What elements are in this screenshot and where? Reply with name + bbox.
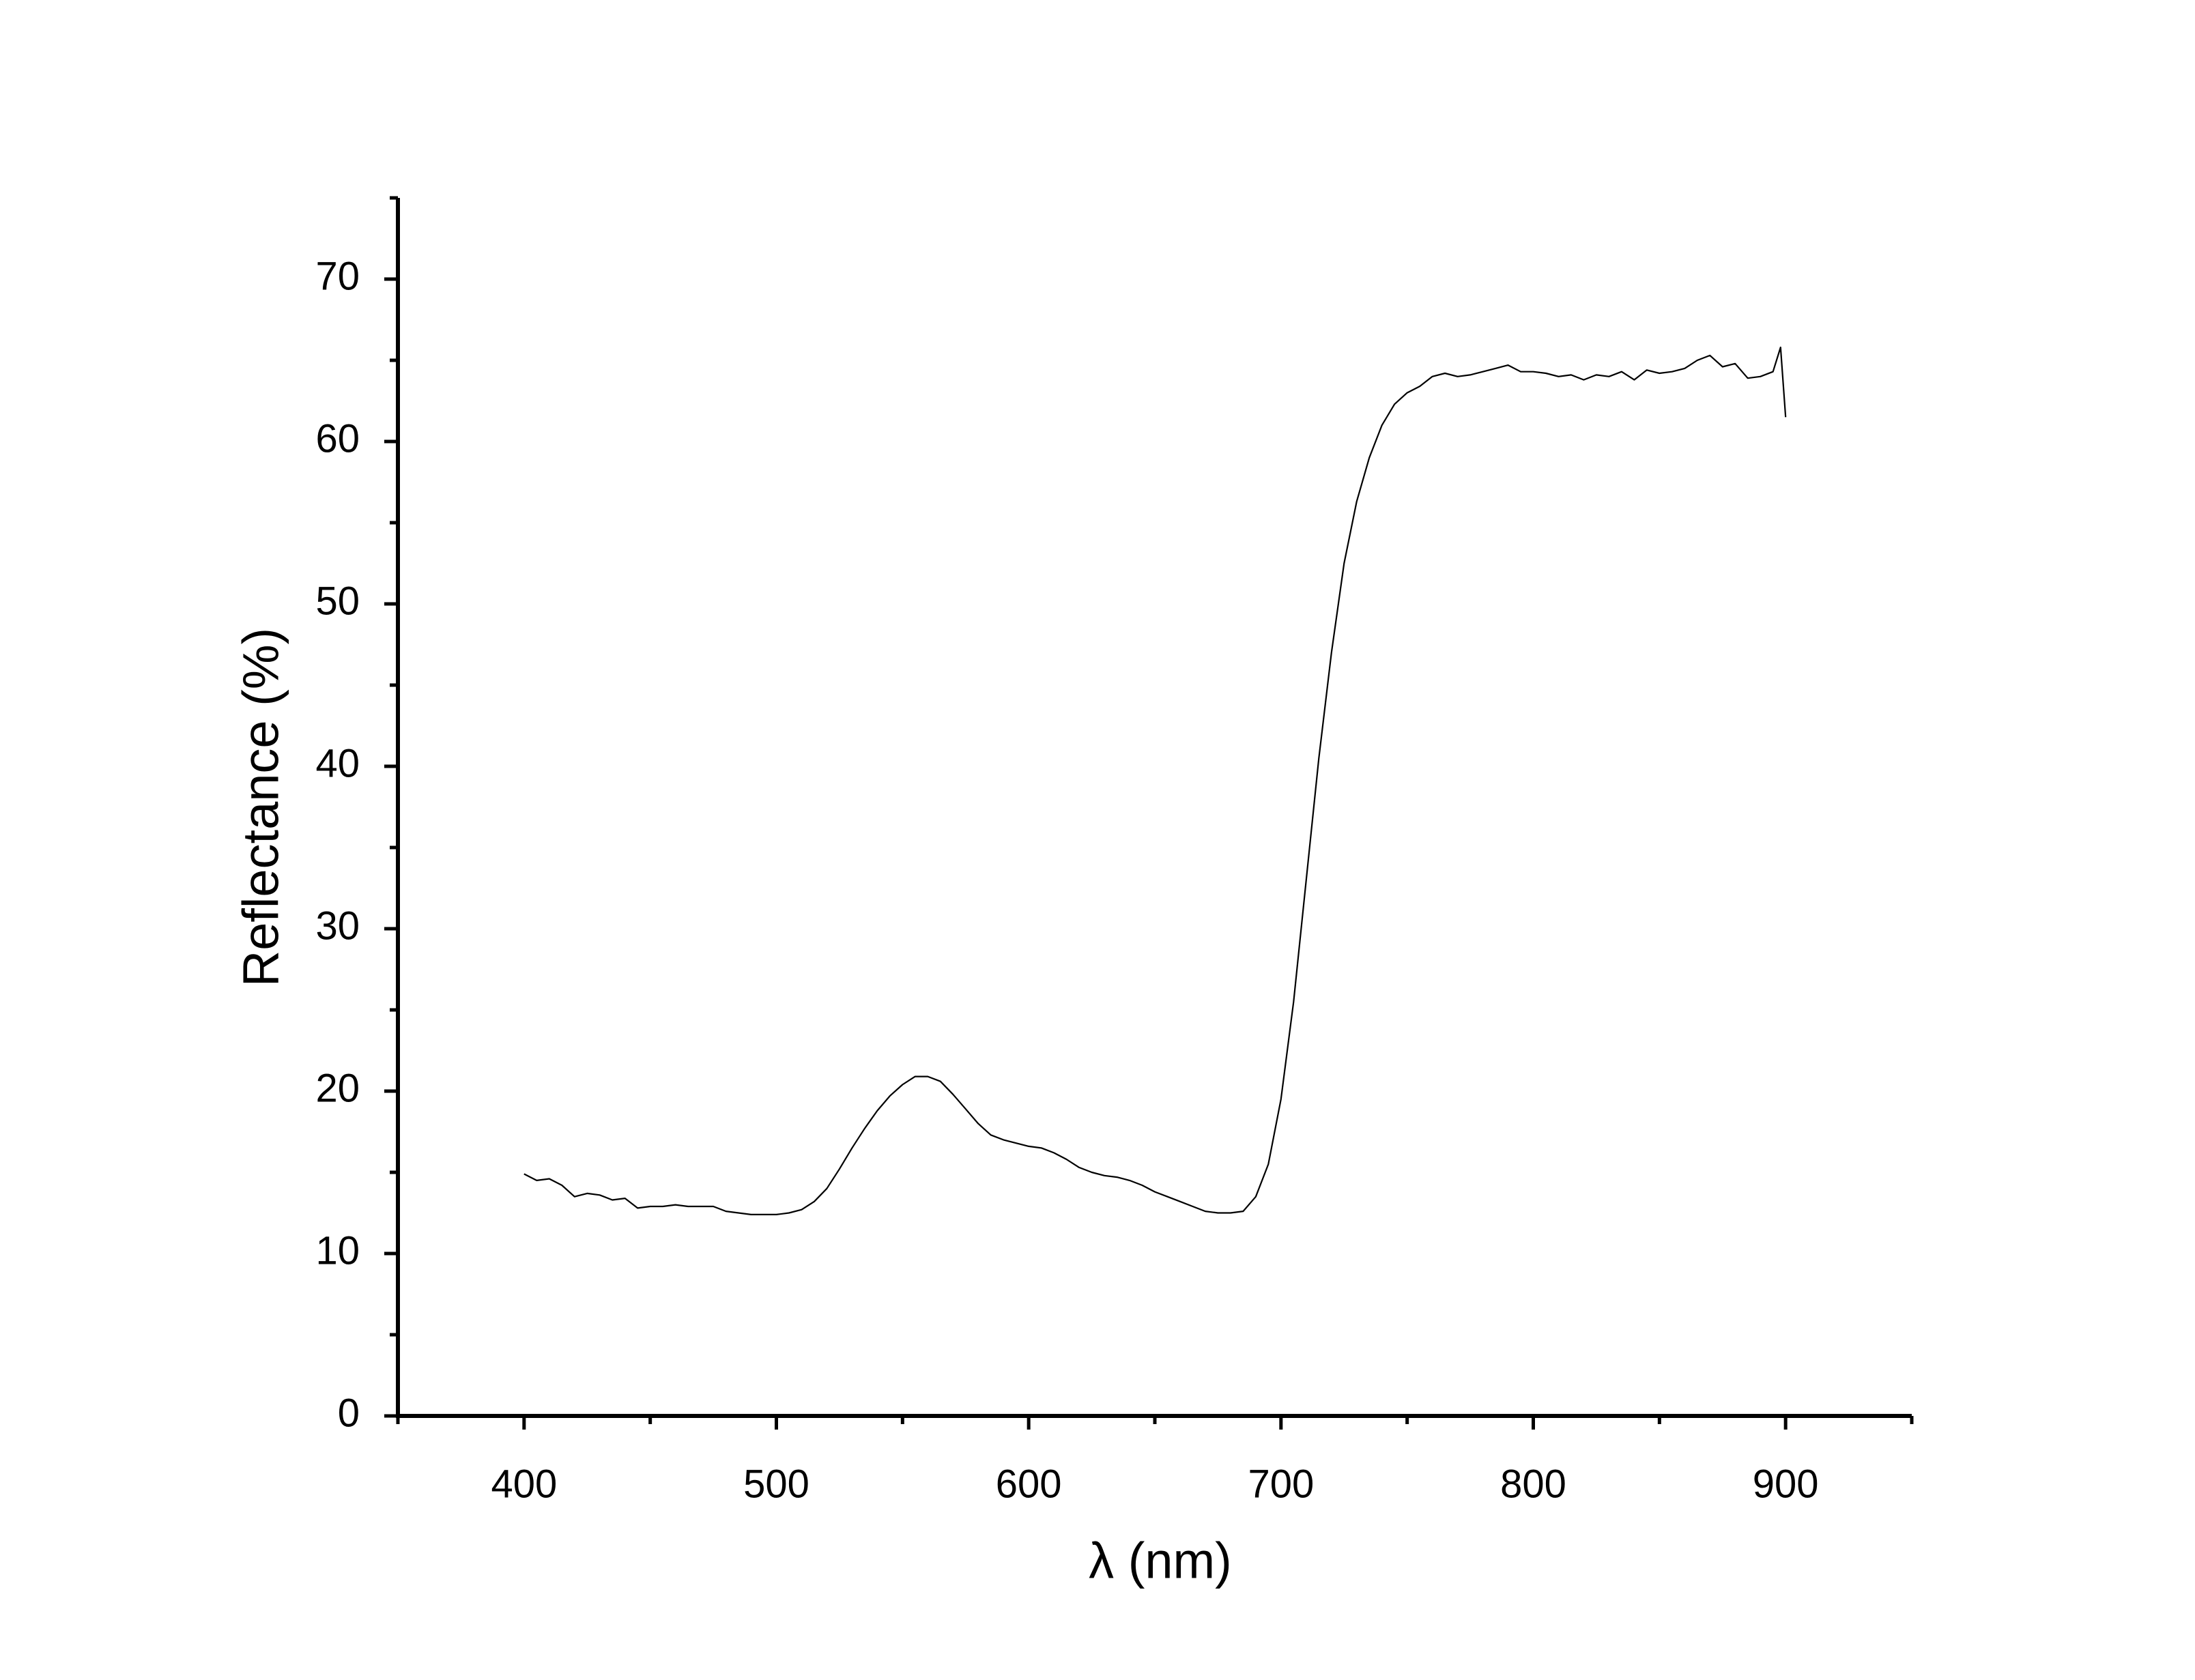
x-tick-label: 600: [996, 1462, 1062, 1506]
x-tick-label: 700: [1248, 1462, 1314, 1506]
y-tick-label: 40: [315, 741, 360, 785]
y-tick-label: 0: [338, 1391, 360, 1435]
y-tick-label: 60: [315, 416, 360, 461]
x-tick-label: 800: [1500, 1462, 1566, 1506]
x-axis-title: λ (nm): [1089, 1533, 1232, 1589]
y-tick-label: 10: [315, 1228, 360, 1273]
x-tick-label: 500: [743, 1462, 809, 1506]
y-tick-label: 20: [315, 1066, 360, 1110]
y-tick-label: 70: [315, 254, 360, 298]
x-tick-label: 400: [491, 1462, 557, 1506]
y-axis-title: Reflectance (%): [233, 628, 289, 987]
y-tick-label: 30: [315, 903, 360, 948]
data-line: [523, 346, 1787, 1215]
x-tick-label: 900: [1753, 1462, 1819, 1506]
y-tick-label: 50: [315, 579, 360, 623]
